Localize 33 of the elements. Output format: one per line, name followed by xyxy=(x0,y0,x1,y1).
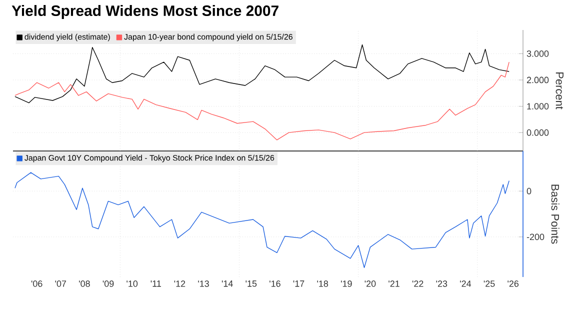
x-tick-label: '25 xyxy=(484,280,495,287)
x-tick-label: '09 xyxy=(102,280,114,287)
x-tick-label: '26 xyxy=(508,280,519,287)
y-axis-title: Percent xyxy=(556,72,564,110)
line-series xyxy=(14,62,510,140)
y-tick-label: 1.000 xyxy=(527,103,549,110)
y-tick-label: 3.000 xyxy=(526,50,549,57)
y-axis-title: Basis Points xyxy=(551,184,560,244)
x-tick-label: '19 xyxy=(341,280,352,287)
x-tick-label: '24 xyxy=(460,280,472,287)
x-tick-label: '16 xyxy=(270,280,280,287)
x-tick-label: '18 xyxy=(317,280,328,287)
x-tick-label: '06 xyxy=(31,280,42,287)
line-series xyxy=(14,172,510,268)
x-tick-label: '20 xyxy=(364,280,376,287)
x-tick-label: '21 xyxy=(388,280,400,287)
x-tick-label: '17 xyxy=(293,280,304,287)
x-tick-label: '15 xyxy=(246,280,257,287)
y-tick-label: 2.000 xyxy=(526,76,549,84)
y-tick-label: 0.000 xyxy=(526,129,549,136)
line-series xyxy=(14,44,510,104)
x-tick-label: '22 xyxy=(412,280,424,287)
x-tick-label: '13 xyxy=(198,280,209,287)
y-tick-label: 0 xyxy=(526,188,532,194)
chart-title: Yield Spread Widens Most Since 2007 xyxy=(12,5,278,19)
x-tick-label: '14 xyxy=(222,280,233,287)
x-tick-label: '10 xyxy=(126,280,138,287)
x-tick-label: '11 xyxy=(150,280,161,287)
x-tick-label: '08 xyxy=(79,280,90,287)
x-tick-label: '23 xyxy=(436,280,448,287)
x-tick-label: '07 xyxy=(55,280,66,287)
x-tick-label: '12 xyxy=(174,280,186,287)
y-tick-label: -200 xyxy=(526,234,544,240)
